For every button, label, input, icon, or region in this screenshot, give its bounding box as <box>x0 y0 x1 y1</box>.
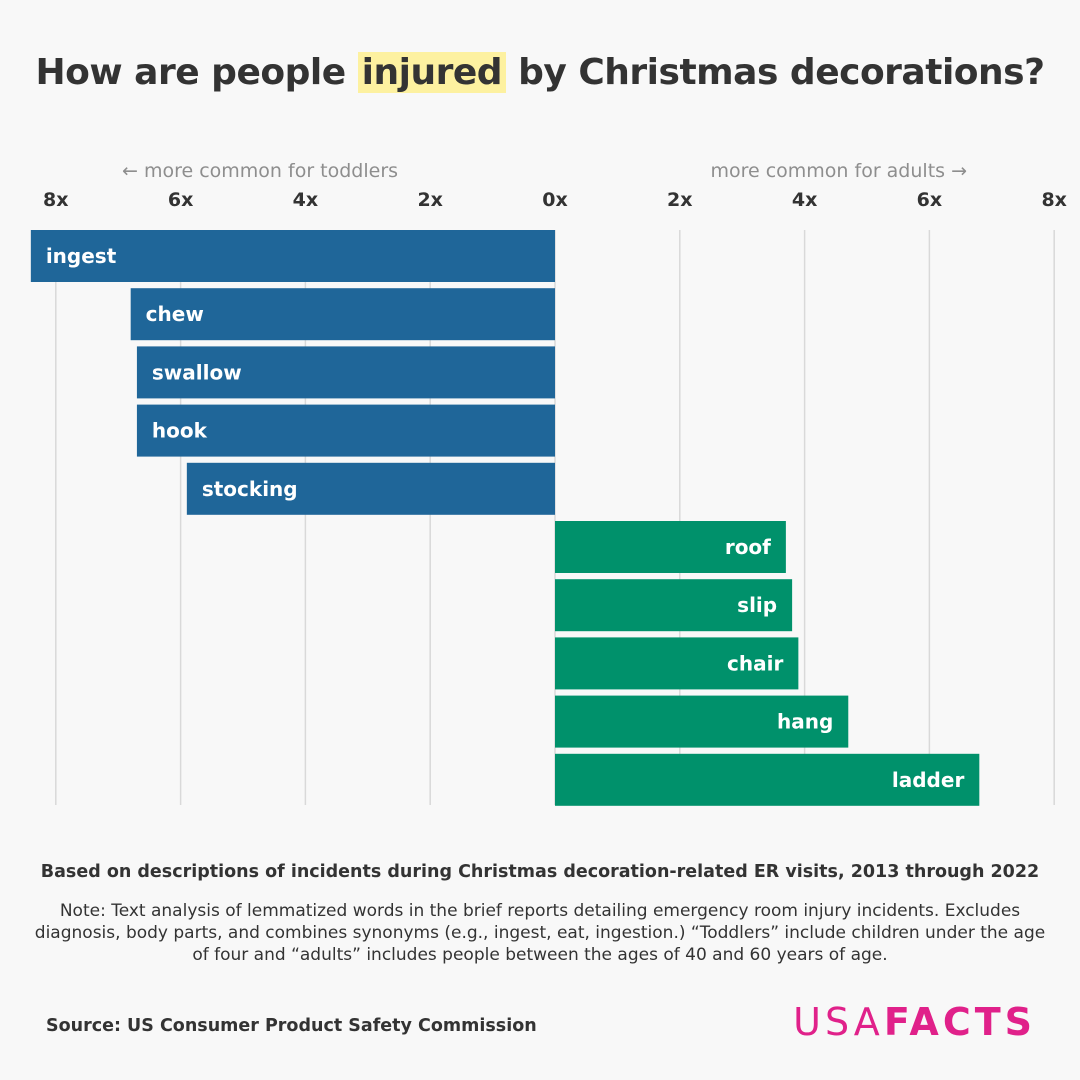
bar-hang <box>555 695 849 748</box>
tick-label: 2x <box>417 189 442 211</box>
note-adults: more common for adults → <box>710 160 967 182</box>
chart-subtitle: Based on descriptions of incidents durin… <box>40 862 1040 882</box>
bar-label-slip: slip <box>737 593 777 617</box>
bar-swallow <box>136 346 556 399</box>
tick-label: 8x <box>43 189 68 211</box>
chart-note: Note: Text analysis of lemmatized words … <box>34 901 1046 965</box>
title-highlight: injured <box>357 52 507 93</box>
logo-usa: USA <box>793 1000 884 1044</box>
tick-label: 8x <box>1041 189 1066 211</box>
bar-ladder <box>555 753 980 806</box>
source-text: Source: US Consumer Product Safety Commi… <box>46 1016 537 1036</box>
bars: ingest chew swallow hook stocking roof slip cha… <box>30 230 980 806</box>
usafacts-logo: USAFACTS <box>793 1000 1036 1044</box>
bar-ingest <box>30 230 555 282</box>
axis-notes: ← more common for toddlers more common fo… <box>122 160 967 182</box>
bar-label-hang: hang <box>777 710 833 734</box>
bar-label-swallow: swallow <box>152 360 242 384</box>
tick-labels: 8x 6x 4x 2x 0x 2x 4x 6x 8x <box>43 189 1067 211</box>
note-toddlers: ← more common for toddlers <box>122 160 398 182</box>
title-part-2: by Christmas decorations? <box>518 52 1045 93</box>
tick-label: 6x <box>168 189 193 211</box>
bar-roof <box>555 521 786 573</box>
bar-label-chew: chew <box>146 302 204 326</box>
bar-chew <box>130 288 555 341</box>
bar-hook <box>136 404 556 457</box>
diverging-bar-chart: ← more common for toddlers more common fo… <box>30 160 1067 806</box>
bar-label-ladder: ladder <box>892 768 965 792</box>
bar-stocking <box>186 462 555 515</box>
bar-label-chair: chair <box>727 651 783 675</box>
chart-title: How are people injured by Christmas deco… <box>0 52 1080 93</box>
logo-facts: FACTS <box>883 1000 1036 1044</box>
bar-chair <box>555 637 799 690</box>
tick-label: 6x <box>917 189 942 211</box>
tick-label: 0x <box>542 189 567 211</box>
tick-label: 4x <box>792 189 817 211</box>
bar-label-hook: hook <box>152 419 208 443</box>
bar-label-roof: roof <box>725 535 771 559</box>
bar-label-ingest: ingest <box>46 244 117 268</box>
bar-slip <box>555 579 793 632</box>
tick-label: 4x <box>293 189 318 211</box>
bar-label-stocking: stocking <box>202 477 298 501</box>
title-part-1: How are people <box>35 52 347 93</box>
tick-label: 2x <box>667 189 692 211</box>
